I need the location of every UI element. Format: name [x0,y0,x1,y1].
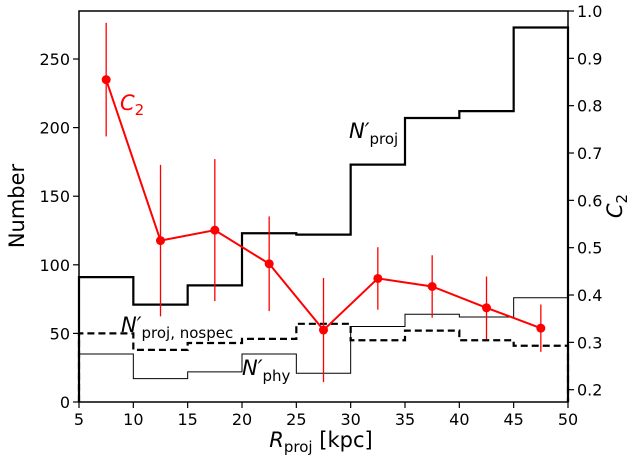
plot-frame [78,10,569,403]
n-proj-label: N′proj [349,119,398,148]
c2-series [101,22,546,383]
y-left-tick-label: 250 [39,50,70,69]
c2-point [210,225,220,235]
y-axis-right: 0.2 0.3 0.4 0.5 0.6 0.7 0.8 0.9 1.0 [568,2,602,400]
y-left-tick-label: 100 [39,256,70,275]
x-tick-label: 40 [449,410,469,429]
c2-point [427,281,437,291]
n-proj-nospec-label-symbol: N′ [121,313,142,337]
y-axis-right-title-symbol: C [603,203,627,218]
x-axis-title: Rproj [kpc] [269,428,372,456]
y-axis-right-title: C2 [603,194,631,218]
y-right-tick-label: 0.8 [577,97,602,116]
c2-point [482,303,491,313]
x-tick-label: 20 [232,410,252,429]
y-right-tick-label: 1.0 [577,2,602,21]
y-left-tick-label: 200 [39,119,70,138]
y-right-tick-label: 0.3 [577,333,602,352]
n-proj-nospec-label: N′proj, nospec [121,313,233,342]
c2-point [373,273,383,283]
n-proj-label-symbol: N′ [349,119,370,143]
y-left-tick-label: 150 [39,187,70,206]
n-proj-nospec-label-sub: proj, nospec [141,324,233,342]
n-proj-label-sub: proj [369,130,398,148]
y-right-tick-label: 0.4 [577,286,602,305]
x-axis: 5 10 15 20 25 30 35 40 45 50 [74,402,578,429]
c2-series-label-symbol: C [120,91,135,115]
y-axis-left: 0 50 100 150 200 250 [39,50,79,412]
x-tick-label: 5 [74,410,84,429]
y-right-tick-label: 0.6 [577,191,602,210]
x-tick-label: 25 [286,410,306,429]
y-left-tick-label: 50 [50,324,70,343]
y-right-tick-label: 0.7 [577,144,602,163]
n-phy-label: N′phy [242,356,291,385]
x-tick-label: 30 [340,410,360,429]
n-phy-label-symbol: N′ [242,356,263,380]
x-tick-label: 50 [558,410,578,429]
x-axis-title-unit: [kpc] [313,428,373,452]
c2-series-label: C2 [120,91,144,119]
x-tick-label: 45 [503,410,523,429]
x-tick-label: 10 [123,410,143,429]
y-right-tick-label: 0.2 [577,381,602,400]
x-axis-title-symbol: R [269,428,284,452]
n-phy-label-sub: phy [262,367,290,385]
y-right-tick-label: 0.5 [577,239,602,258]
y-axis-left-title: Number [5,163,29,248]
c2-point [156,236,165,246]
step-series-1 [77,26,570,402]
y-left-tick-label: 0 [60,393,70,412]
y-right-tick-label: 0.9 [577,49,602,68]
c2-point [319,325,328,335]
x-tick-label: 15 [177,410,197,429]
c2-series-label-sub: 2 [135,101,145,119]
c2-point [264,259,274,269]
c2-point [536,323,546,333]
x-axis-title-sub: proj [284,438,313,456]
x-tick-label: 35 [395,410,415,429]
c2-point [101,75,111,85]
y-axis-right-title-sub: 2 [613,194,631,204]
